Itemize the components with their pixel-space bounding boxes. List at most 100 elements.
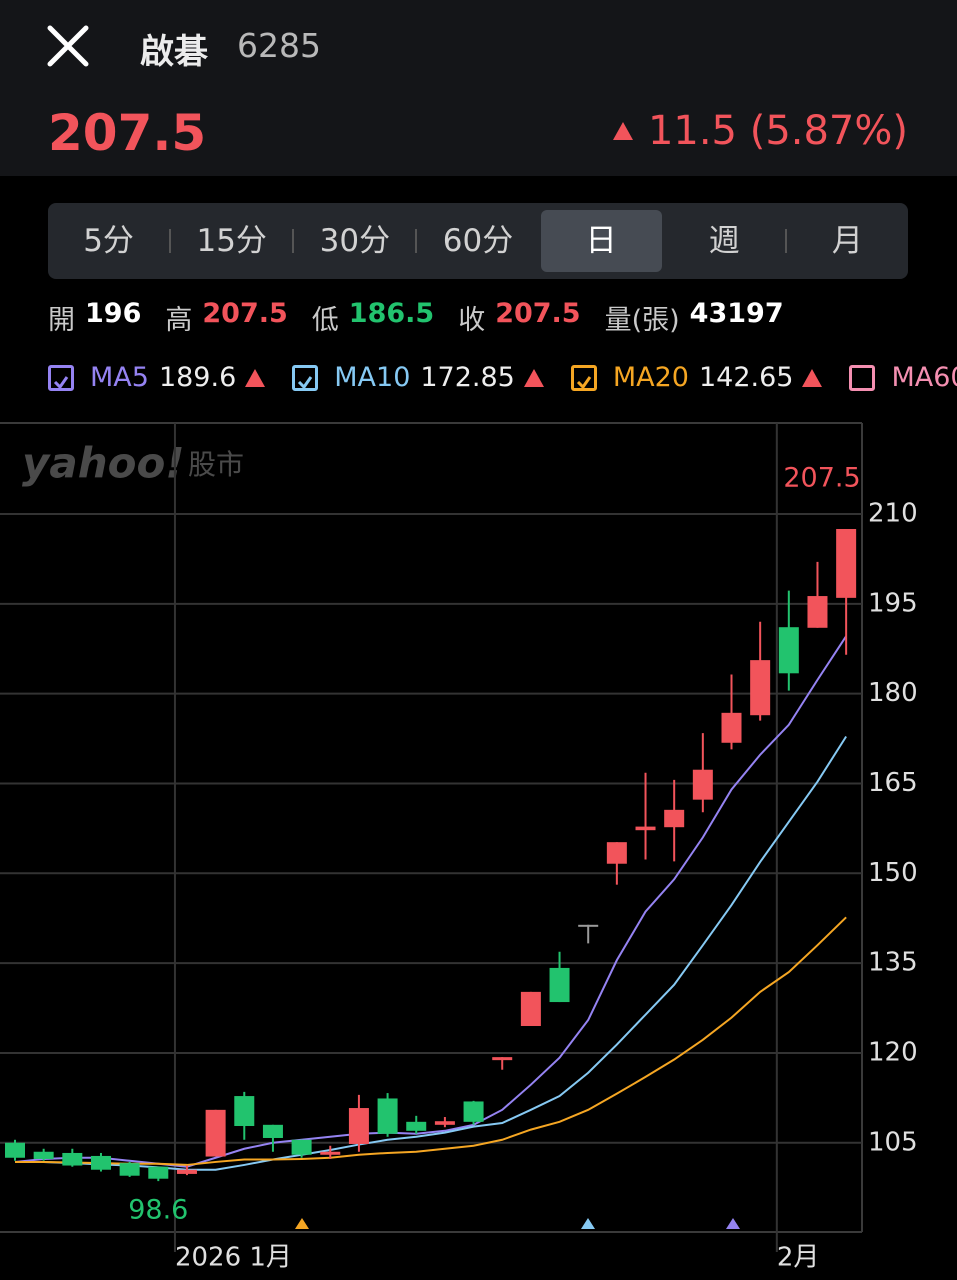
candle-body [33, 1151, 54, 1159]
summary-value: 207.5 [202, 298, 288, 329]
summary-label: 高 [165, 305, 193, 336]
candle-body [578, 924, 599, 927]
candle-body [119, 1163, 140, 1176]
top-bar [0, 0, 957, 176]
candle-body [606, 842, 627, 864]
candle-body [320, 1151, 341, 1155]
candle-body [463, 1101, 484, 1122]
candle-body [148, 1166, 169, 1179]
candle-body [90, 1155, 111, 1170]
candle-body [692, 769, 713, 800]
up-arrow [612, 122, 633, 140]
candle-body [234, 1096, 255, 1127]
summary-label: 低 [311, 305, 339, 336]
checkbox[interactable] [48, 364, 74, 391]
summary-value: 207.5 [495, 298, 581, 329]
candle-body [750, 660, 771, 716]
y-tick-label: 105 [868, 1127, 918, 1157]
up-arrow [245, 368, 266, 387]
checkbox[interactable] [292, 364, 319, 391]
tab-separator [292, 229, 295, 253]
legend-value: 189.6 [158, 362, 237, 393]
tab[interactable]: 週 [708, 223, 740, 259]
check [298, 375, 313, 389]
candle-body [549, 967, 570, 1003]
price: 207.5 [48, 104, 207, 162]
candle-body [406, 1121, 427, 1131]
summary-value: 43197 [689, 298, 784, 329]
y-tick-label: 120 [868, 1037, 918, 1067]
legend-value: 142.65 [698, 362, 794, 393]
tab-separator [415, 229, 418, 253]
x-tick-label: 2026 1月 [175, 1243, 292, 1273]
candle-body [664, 809, 685, 828]
legend-value: 172.85 [420, 362, 515, 393]
checkbox[interactable] [570, 364, 597, 391]
signal-marker [295, 1218, 309, 1229]
ma-line [15, 916, 847, 1166]
legend-name: MA10 [334, 362, 411, 393]
y-tick-label: 165 [868, 768, 918, 798]
tab[interactable]: 5分 [83, 223, 134, 259]
watermark: yahoo! [22, 439, 184, 488]
legend-item[interactable]: MA5 189.6 [48, 362, 266, 393]
tab-separator [784, 229, 787, 253]
legend-item[interactable]: MA10 172.85 [292, 362, 545, 393]
candle-body [262, 1124, 283, 1138]
ma-line [15, 735, 847, 1171]
tab[interactable]: 日 [540, 210, 662, 272]
candle-body [62, 1152, 83, 1166]
y-tick-label: 150 [868, 858, 918, 888]
ohlc-summary: 開 196 高 207.5 低 186.5 收 207.5 量(張) 43197 [48, 298, 798, 337]
signal-marker [581, 1218, 595, 1229]
candle-body [377, 1098, 398, 1134]
tab[interactable]: 30分 [319, 223, 391, 259]
low-label: 98.6 [128, 1195, 188, 1226]
ma-line [14, 635, 847, 1168]
legend-item[interactable]: MA20 142.65 [570, 362, 824, 393]
candle-body [176, 1169, 197, 1174]
summary-label: 收 [458, 305, 486, 336]
summary-label: 開 [48, 305, 75, 336]
legend-name: MA20 [612, 362, 689, 393]
up-arrow [802, 368, 823, 387]
stock-name: 啟碁 [140, 32, 208, 72]
y-tick-label: 210 [868, 499, 918, 529]
legend-item[interactable]: MA60 [849, 362, 957, 393]
period-tabs: 5分 15分 30分 60分日 週 月 [48, 203, 908, 279]
watermark-sub: 股市 [188, 448, 244, 481]
stock-code: 6285 [237, 26, 321, 65]
legend-name: MA60 [891, 362, 957, 393]
y-tick-label: 195 [868, 588, 918, 618]
chart: yahoo! 股市 207.5 105 120 135 150 165 180 195 210… [0, 422, 918, 1273]
candle-body [492, 1057, 513, 1061]
tab-separator [169, 229, 172, 253]
summary-label: 量(張) [604, 305, 680, 336]
candle-body [434, 1121, 455, 1125]
y-tick-label: 135 [868, 948, 918, 978]
candle-body [635, 826, 656, 831]
tab[interactable]: 60分 [442, 223, 514, 259]
candle-body [5, 1142, 25, 1158]
close-button[interactable] [44, 22, 92, 70]
candle-body [348, 1108, 369, 1144]
x-tick-label: 2月 [777, 1243, 820, 1273]
legend-name: MA5 [90, 362, 149, 393]
candle-body [520, 991, 541, 1027]
candle-body [291, 1139, 312, 1155]
candle-body [778, 627, 799, 674]
tab[interactable]: 15分 [196, 223, 267, 259]
signal-marker [726, 1218, 740, 1229]
check [53, 375, 69, 389]
summary-value: 196 [85, 298, 142, 329]
y-tick-label: 180 [868, 678, 918, 708]
candle-body [807, 596, 828, 628]
up-arrow [523, 368, 544, 387]
ma-legend: MA5 189.6 MA10 172.85 MA20 142.65 MA60 [48, 362, 957, 393]
summary-value: 186.5 [348, 298, 435, 329]
checkbox[interactable] [849, 364, 876, 391]
tab[interactable]: 月 [831, 223, 863, 259]
candle-body [836, 528, 857, 598]
candle-body [205, 1109, 226, 1157]
